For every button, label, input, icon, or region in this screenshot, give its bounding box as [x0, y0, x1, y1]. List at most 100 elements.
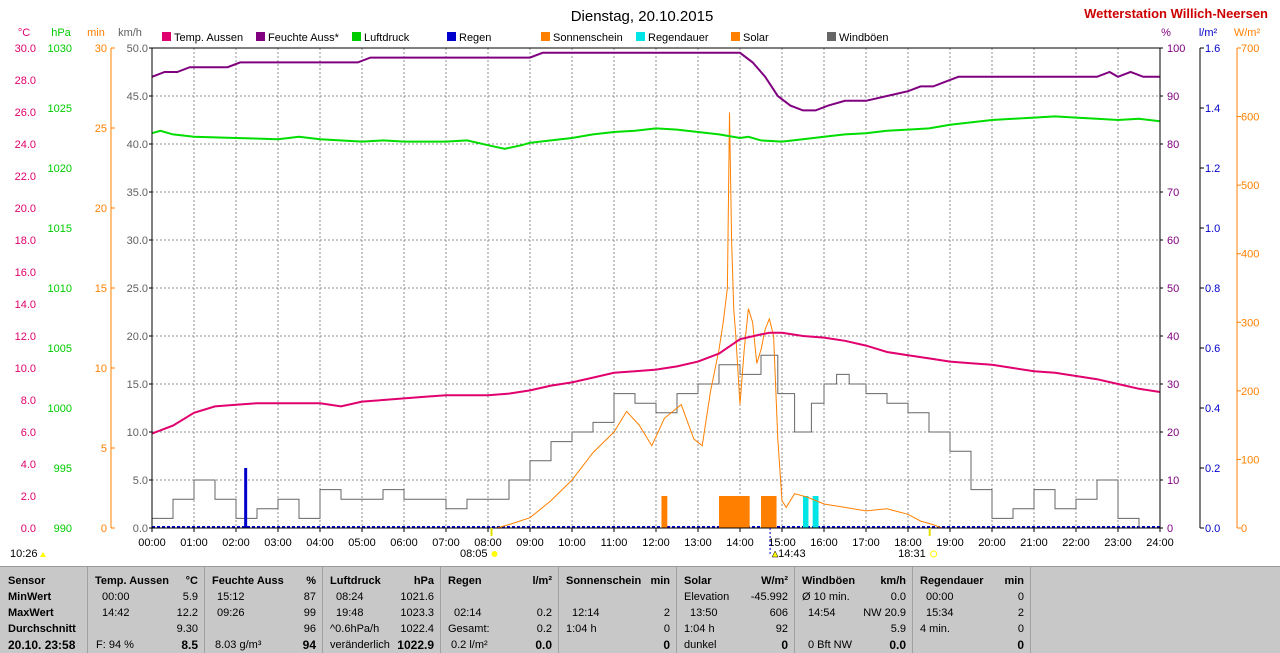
wind-max-time: 14:54 — [808, 607, 836, 619]
temp-avg-val: 9.30 — [176, 623, 198, 635]
pressure-min-val: 1021.6 — [400, 591, 434, 603]
temp-unit: °C — [185, 575, 198, 587]
pressure-max-time: 19:48 — [336, 607, 364, 619]
axis-tick-solar: 700 — [1241, 43, 1259, 55]
station-title: Wetterstation Willich-Neersen — [1084, 6, 1268, 21]
stats-table: Sensor MinWert MaxWert Durchschnitt 20.1… — [0, 566, 1280, 653]
axis-tick-wind: 15.0 — [127, 379, 148, 391]
legend-label: Feuchte Auss* — [268, 32, 340, 44]
axis-tick-humidity: 10 — [1167, 475, 1179, 487]
axis-tick-humidity: 80 — [1167, 139, 1179, 151]
wind-current: 0.0 — [889, 638, 906, 652]
axis-tick-pressure: 995 — [54, 463, 72, 475]
x-tick-label: 17:00 — [852, 537, 880, 549]
rain-total-val: 0.2 — [536, 623, 552, 635]
solar-elevation-val: -45.992 — [750, 591, 788, 603]
rain-total-label: Gesamt: — [448, 623, 490, 635]
axis-unit-wind: km/h — [118, 27, 142, 39]
axis-tick-rain: 0.2 — [1205, 463, 1220, 475]
solar-elevation-label: Elevation — [684, 591, 730, 603]
axis-tick-wind: 40.0 — [127, 139, 148, 151]
x-tick-label: 05:00 — [348, 537, 376, 549]
col-sensor: Sensor MinWert MaxWert Durchschnitt 20.1… — [0, 567, 88, 653]
legend-swatch — [731, 32, 740, 41]
sunshine-unit: min — [650, 575, 670, 587]
bar-regendauer — [803, 496, 809, 528]
chart-legend: Temp. Aussen Feuchte Auss* Luftdruck Regen S… — [162, 32, 889, 44]
weather-chart: Dienstag, 20.10.2015 Wetterstation Willi… — [10, 6, 1268, 560]
x-tick-label: 10:00 — [558, 537, 586, 549]
legend-swatch — [827, 32, 836, 41]
sunshine-avg-val: 0 — [663, 623, 670, 635]
axis-tick-wind: 0.0 — [133, 523, 148, 535]
temp-footer-label: F: 94 % — [96, 639, 134, 651]
solar-header: Solar — [684, 575, 712, 587]
bar-sunshine — [661, 496, 668, 528]
regendauer-unit: min — [1004, 575, 1024, 587]
axis-unit-humidity: % — [1161, 27, 1171, 39]
footer-datetime: 20.10. 23:58 — [8, 638, 76, 652]
axis-tick-minutes: 5 — [101, 443, 107, 455]
x-tick-label: 00:00 — [138, 537, 166, 549]
pressure-footer-label: veränderlich — [330, 639, 390, 651]
left-time-label: 10:26 — [10, 548, 38, 560]
solar-total-label: 1:04 h — [684, 623, 715, 635]
sunshine-max-time: 12:14 — [572, 607, 600, 619]
wind-avg-val: 5.9 — [890, 623, 906, 635]
humidity-min-time: 15:12 — [217, 591, 245, 603]
regendauer-current: 0 — [1017, 638, 1024, 652]
legend-swatch — [541, 32, 550, 41]
axis-tick-wind: 35.0 — [127, 187, 148, 199]
solar-max-time: 13:50 — [690, 607, 718, 619]
rain-header: Regen — [448, 575, 482, 587]
regendauer-min-val: 0 — [1017, 591, 1024, 603]
axis-tick-wind: 10.0 — [127, 427, 148, 439]
axis-tick-humidity: 40 — [1167, 331, 1179, 343]
x-tick-label: 06:00 — [390, 537, 418, 549]
row-label-min: MinWert — [8, 591, 52, 603]
series-pressure — [151, 115, 1161, 150]
legend-label: Windböen — [839, 32, 889, 44]
humidity-header: Feuchte Auss — [212, 575, 284, 587]
bar-sunshine — [761, 496, 777, 528]
axis-tick-solar: 400 — [1241, 249, 1259, 261]
axis-tick-temp: 22.0 — [15, 171, 36, 183]
axis-tick-temp: 6.0 — [21, 427, 36, 439]
axis-tick-temp: 20.0 — [15, 203, 36, 215]
humidity-footer-label: 8.03 g/m³ — [215, 639, 262, 651]
moon-icon — [930, 550, 938, 558]
axis-unit-solar: W/m² — [1234, 27, 1261, 39]
x-tick-label: 13:00 — [684, 537, 712, 549]
row-label-max: MaxWert — [8, 607, 54, 619]
axis-unit-rain: l/m² — [1199, 27, 1218, 39]
pressure-min-time: 08:24 — [336, 591, 364, 603]
pressure-unit: hPa — [413, 575, 434, 587]
axis-tick-pressure: 1030 — [48, 43, 72, 55]
row-label-avg: Durchschnitt — [8, 623, 76, 635]
axis-tick-solar: 100 — [1241, 454, 1259, 466]
x-tick-label: 23:00 — [1104, 537, 1132, 549]
solar-avg-val: 92 — [775, 623, 788, 635]
legend-label: Temp. Aussen — [174, 32, 243, 44]
rain-unit: l/m² — [532, 575, 552, 587]
rain-max-time: 02:14 — [454, 607, 482, 619]
x-tick-label: 09:00 — [516, 537, 544, 549]
sunset-time: 18:31 — [898, 548, 926, 560]
x-tick-label: 16:00 — [810, 537, 838, 549]
axis-tick-temp: 0.0 — [21, 523, 36, 535]
axis-tick-solar: 500 — [1241, 180, 1259, 192]
axis-tick-temp: 18.0 — [15, 235, 36, 247]
axis-tick-rain: 1.6 — [1205, 43, 1220, 55]
axis-unit-minutes: min — [87, 27, 105, 39]
axis-tick-rain: 0.8 — [1205, 283, 1220, 295]
axis-tick-temp: 8.0 — [21, 395, 36, 407]
axis-tick-pressure: 1020 — [48, 163, 72, 175]
axis-tick-minutes: 15 — [95, 283, 107, 295]
series-solar — [496, 112, 942, 529]
regendauer-max-val: 2 — [1017, 607, 1024, 619]
x-tick-label: 08:00 — [474, 537, 502, 549]
temp-max-val: 12.2 — [176, 607, 198, 619]
humidity-max-time: 09:26 — [217, 607, 245, 619]
col-wind: Windböen km/h Ø 10 min. 0.0 14:54 NW 20.9 5… — [795, 567, 913, 653]
axis-tick-temp: 28.0 — [15, 75, 36, 87]
